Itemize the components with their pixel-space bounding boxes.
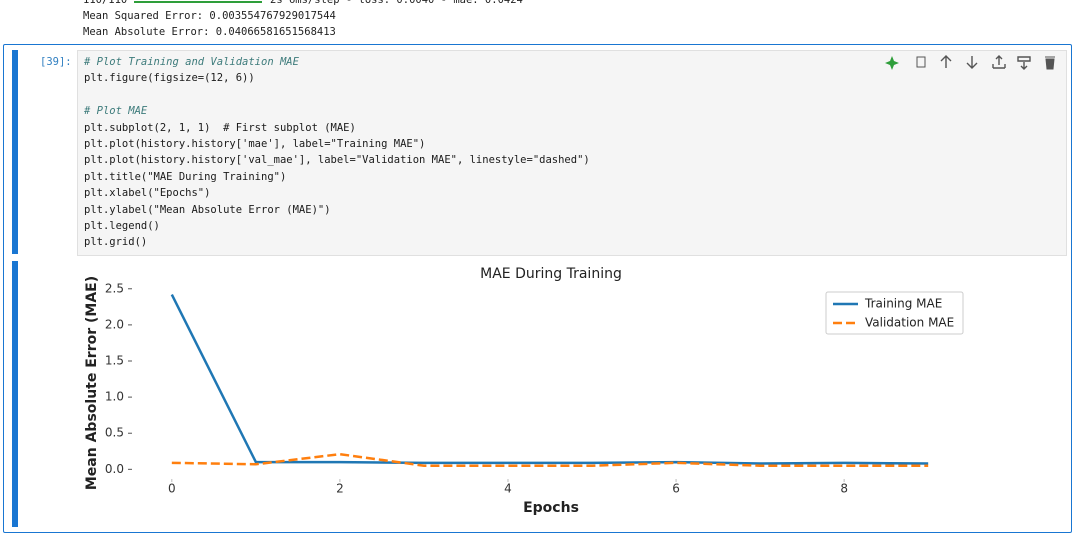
- code-line: plt.plot(history.history['val_mae'], lab…: [84, 154, 590, 167]
- y-tick-label: 2.0: [105, 317, 124, 331]
- insert-below-icon[interactable]: [1017, 56, 1031, 70]
- legend-label: Validation MAE: [865, 316, 954, 330]
- code-line: plt.figure(figsize=(12, 6)): [84, 72, 255, 85]
- code-line: plt.xlabel("Epochs"): [84, 187, 211, 200]
- progress-count: 110/110: [83, 0, 128, 6]
- code-line: plt.title("MAE During Training"): [84, 170, 287, 183]
- output-line: Mean Squared Error: 0.003554767929017544: [83, 10, 336, 22]
- series-line: [171, 452, 929, 467]
- x-axis-label: Epochs: [523, 500, 579, 516]
- ai-icon[interactable]: [885, 56, 899, 70]
- code-line: plt.grid(): [84, 236, 148, 249]
- code-editor[interactable]: # Plot Training and Validation MAE plt.fi…: [77, 50, 1067, 256]
- output-line: Mean Absolute Error: 0.04066581651568413: [83, 26, 336, 38]
- chart-title: MAE During Training: [480, 266, 622, 282]
- y-tick-label: 0.0: [105, 462, 124, 476]
- y-axis-label: Mean Absolute Error (MAE): [84, 276, 100, 490]
- prompt: [39]:: [40, 56, 72, 68]
- legend-box: [825, 291, 964, 335]
- chart: MAE During Training Epochs Mean Absolute…: [84, 266, 964, 516]
- code-line: plt.legend(): [84, 220, 160, 232]
- x-tick-label: 8: [840, 482, 848, 496]
- x-tick-label: 2: [336, 482, 344, 496]
- x-tick-label: 0: [168, 482, 176, 496]
- y-tick-label: 2.5: [105, 281, 124, 295]
- code-line: plt.plot(history.history['mae'], label="…: [84, 138, 426, 150]
- insert-above-icon[interactable]: [992, 55, 1006, 69]
- progress-bar: [134, 1, 262, 3]
- x-tick-label: 4: [504, 482, 512, 496]
- series-line: [170, 293, 929, 465]
- progress-stats: 2s 6ms/step - loss: 0.0040 - mae: 0.0424: [270, 0, 523, 6]
- copy-icon[interactable]: [916, 56, 926, 68]
- up-icon[interactable]: [940, 55, 952, 68]
- delete-icon[interactable]: [1045, 56, 1055, 70]
- y-tick-label: 1.0: [105, 390, 124, 404]
- code-line: plt.subplot(2, 1, 1) # First subplot (MA…: [84, 121, 356, 134]
- down-icon[interactable]: [966, 56, 978, 69]
- collapser[interactable]: [12, 50, 18, 254]
- y-tick-label: 0.5: [105, 426, 124, 440]
- code-line: plt.ylabel("Mean Absolute Error (MAE)"): [84, 203, 331, 216]
- collapser[interactable]: [12, 261, 18, 527]
- y-tick-label: 1.5: [105, 354, 124, 368]
- code-line: # Plot Training and Validation MAE: [84, 56, 299, 68]
- code-line: # Plot MAE: [84, 105, 148, 118]
- legend-label: Training MAE: [864, 297, 942, 311]
- cell-toolbar: [885, 55, 1055, 70]
- x-tick-label: 6: [672, 482, 680, 496]
